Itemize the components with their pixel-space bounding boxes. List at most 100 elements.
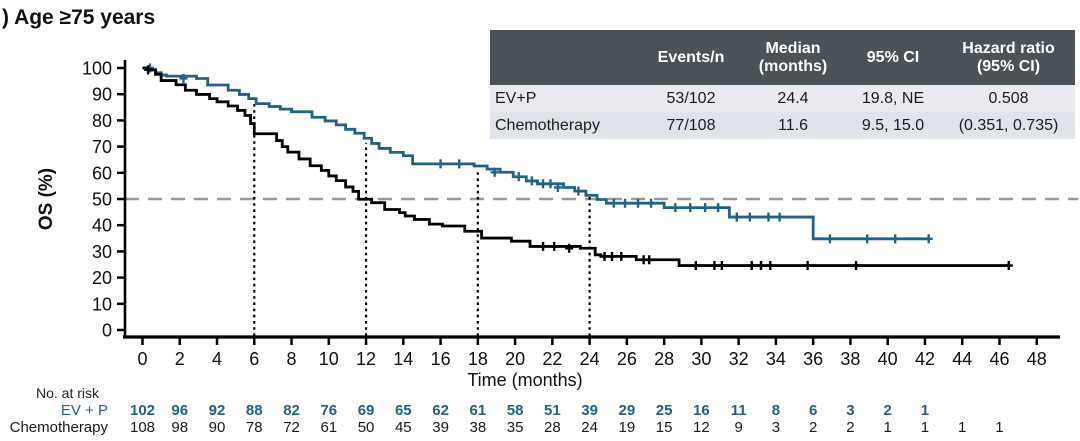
risk-count: 45 [394,419,412,436]
x-tick-label: 34 [766,349,786,369]
risk-count: 72 [283,419,300,436]
y-tick-label: 80 [92,111,112,131]
risk-count: 24 [581,419,598,436]
stats-header-line: (months) [758,57,828,75]
x-tick-label: 38 [840,349,860,369]
x-tick-label: 8 [287,349,297,369]
stats-header-line: (95% CI) [976,57,1041,75]
stats-row-name: Chemotherapy [490,112,640,139]
risk-row-name: EV + P [60,402,108,419]
risk-count: 78 [245,419,263,436]
risk-count: 19 [618,419,636,436]
x-tick-label: 28 [654,349,674,369]
panel-title: ) Age ≥75 years [2,6,156,29]
risk-table-label: No. at risk [36,385,100,401]
km-curve-chemotherapy [142,66,1009,267]
risk-count: 8 [771,402,781,419]
risk-count: 28 [544,419,561,436]
stats-header-col-3: 95% CI [844,30,942,85]
y-tick-label: 0 [102,321,112,341]
risk-count: 1 [958,419,967,436]
x-tick-label: 26 [617,349,637,369]
stats-header-line: Hazard ratio [962,39,1055,57]
y-tick-label: 100 [82,59,112,79]
x-tick-label: 48 [1027,349,1047,369]
risk-count: 61 [469,402,487,419]
censor-marks-chemotherapy [144,65,1013,271]
risk-count: 25 [655,402,673,419]
risk-count: 11 [730,402,747,419]
risk-count: 1 [920,402,930,419]
x-tick-label: 32 [729,349,749,369]
stats-cell: 9.5, 15.0 [844,112,942,139]
y-tick-label: 90 [92,85,112,105]
risk-count: 88 [245,402,263,419]
risk-count: 38 [469,419,487,436]
x-tick-label: 18 [468,349,488,369]
stats-cell: 11.6 [742,112,844,139]
risk-count: 90 [208,419,226,436]
risk-count: 65 [394,402,412,419]
risk-count: 16 [693,402,710,419]
x-axis-title: Time (months) [467,370,582,390]
stats-header-col-0 [490,30,640,85]
risk-count: 15 [655,419,673,436]
risk-count: 102 [129,402,156,419]
risk-count: 1 [995,419,1004,436]
risk-count: 2 [883,402,892,419]
risk-count: 3 [846,402,855,419]
risk-count: 6 [809,402,818,419]
stats-cell: (0.351, 0.735) [942,112,1075,139]
stats-cell: 53/102 [640,85,742,112]
y-tick-label: 50 [92,190,112,210]
stats-header-col-1: Events/n [640,30,742,85]
x-tick-label: 2 [175,349,185,369]
stats-cell: 0.508 [942,85,1075,112]
stats-cell: 19.8, NE [844,85,942,112]
stats-header-col-4: Hazard ratio (95% CI) [942,30,1075,85]
risk-count: 29 [618,402,636,419]
risk-count: 98 [171,419,189,436]
stats-header-line: 95% CI [866,48,920,66]
stats-table: Events/n Median (months) 95% CI Hazard ratio… [490,30,1075,139]
x-tick-label: 10 [319,349,339,369]
risk-count: 96 [171,402,189,419]
risk-row-name: Chemotherapy [9,419,108,436]
x-tick-label: 40 [878,349,898,369]
risk-count: 69 [357,402,375,419]
x-tick-label: 12 [356,349,376,369]
x-tick-label: 44 [952,349,972,369]
x-tick-label: 22 [542,349,562,369]
stats-row-name: EV+P [490,85,640,112]
risk-count: 9 [734,419,743,436]
censor-marks-ev-p [145,63,933,244]
y-axis-title: OS (%) [36,168,57,230]
y-tick-label: 60 [92,163,112,183]
x-tick-label: 24 [580,349,600,369]
risk-count: 2 [809,419,818,436]
stats-header-line: Median [765,39,821,57]
x-tick-label: 20 [505,349,525,369]
x-tick-label: 16 [431,349,451,369]
risk-count: 76 [320,402,338,419]
x-tick-label: 6 [249,349,259,369]
x-tick-label: 14 [393,349,413,369]
y-tick-label: 70 [92,137,112,157]
risk-count: 1 [920,419,930,436]
stats-cell: 77/108 [640,112,742,139]
x-tick-label: 30 [691,349,711,369]
risk-count: 1 [883,419,892,436]
risk-count: 58 [506,402,524,419]
y-tick-label: 30 [92,242,112,262]
y-tick-label: 40 [92,216,112,236]
risk-count: 51 [544,402,561,419]
x-tick-label: 42 [915,349,935,369]
risk-count: 3 [771,419,781,436]
risk-count: 12 [693,419,710,436]
stats-header-col-2: Median (months) [742,30,844,85]
x-tick-label: 4 [212,349,222,369]
risk-count: 2 [846,419,855,436]
risk-count: 82 [283,402,300,419]
